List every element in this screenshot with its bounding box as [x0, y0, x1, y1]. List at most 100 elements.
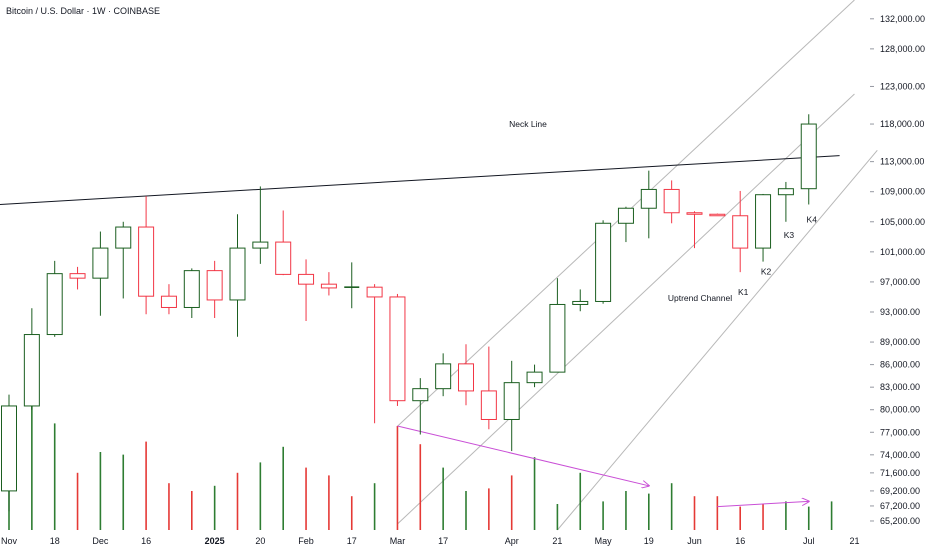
candle-body: [69, 273, 86, 279]
time-axis: Nov 18 Dec 16 2025 20 Feb 17 Mar 17 Apr 21 May 19 Jun 1…: [1, 536, 859, 546]
candle: [92, 231, 109, 316]
candle-body: [23, 334, 40, 407]
candle-body: [298, 273, 315, 285]
chart-title: Bitcoin / U.S. Dollar · 1W · COINBASE: [6, 6, 160, 16]
price-axis: 132,000.00 128,000.00 123,000.00 118,000.00…: [870, 14, 925, 526]
x-tick-label: Feb: [298, 536, 314, 546]
candle-body: [640, 188, 657, 209]
k-label: K3: [784, 230, 795, 240]
candle-body: [138, 226, 155, 297]
candle: [435, 353, 452, 397]
candle: [275, 210, 292, 276]
y-tick-label: 132,000.00: [880, 14, 925, 24]
candle-body: [458, 363, 474, 392]
annotations: Neck Line Uptrend Channel K1 K2 K3 K4: [509, 119, 817, 303]
neckline: [0, 155, 840, 205]
candle-body: [617, 207, 634, 224]
y-tick-label: 74,000.00: [880, 450, 920, 460]
x-tick-label: Jul: [803, 536, 815, 546]
x-tick-label: Apr: [505, 536, 519, 546]
x-tick-label: 18: [50, 536, 60, 546]
candle-body: [526, 371, 543, 384]
candle-body: [732, 215, 749, 249]
candle-body: [800, 123, 817, 190]
x-tick-label: Dec: [92, 536, 109, 546]
candle: [183, 268, 200, 318]
candle: [69, 266, 86, 290]
candle-body: [366, 286, 383, 298]
candle: [709, 213, 726, 217]
candle-body: [572, 300, 589, 305]
candle-body: [595, 222, 612, 302]
volume-bars: [8, 397, 833, 530]
candle-body: [480, 390, 497, 420]
volume-trend-lines: [397, 425, 808, 508]
candle: [160, 284, 177, 315]
x-tick-label: Mar: [390, 536, 406, 546]
candle: [595, 220, 612, 304]
x-tick-label: Nov: [1, 536, 18, 546]
k-label: K2: [761, 267, 772, 277]
volume-trend-line-1: [397, 425, 648, 486]
candle-body: [686, 212, 703, 215]
x-tick-label: 16: [735, 536, 745, 546]
y-tick-label: 128,000.00: [880, 44, 925, 54]
candle-body: [549, 303, 566, 373]
candle-body: [206, 270, 223, 301]
x-tick-label: May: [595, 536, 613, 546]
candle: [206, 260, 223, 318]
x-tick-label: 21: [849, 536, 859, 546]
candle-body: [412, 388, 429, 402]
candle: [23, 308, 40, 410]
y-tick-label: 71,600.00: [880, 468, 920, 478]
candle-body: [777, 188, 794, 196]
candle: [755, 193, 772, 262]
y-tick-label: 69,200.00: [880, 486, 920, 496]
y-tick-label: 101,000.00: [880, 247, 925, 257]
candle: [1, 394, 17, 512]
y-tick-label: 86,000.00: [880, 360, 920, 370]
candle: [617, 206, 634, 243]
candle: [549, 278, 566, 373]
candle: [572, 289, 589, 312]
candle-body: [229, 247, 246, 301]
candle-body: [503, 382, 520, 420]
y-tick-label: 109,000.00: [880, 187, 925, 197]
candle: [640, 170, 657, 239]
candle: [366, 284, 383, 424]
candle: [229, 214, 246, 337]
y-tick-label: 105,000.00: [880, 217, 925, 227]
x-tick-label: 16: [141, 536, 151, 546]
candle: [389, 293, 406, 406]
candle: [298, 259, 315, 322]
candle-body: [389, 296, 406, 402]
neckline-label: Neck Line: [509, 119, 547, 129]
candle: [138, 196, 155, 315]
candle-body: [252, 241, 269, 249]
y-tick-label: 83,000.00: [880, 382, 920, 392]
candle: [344, 262, 360, 309]
candle-body: [183, 270, 200, 308]
candle: [412, 378, 429, 435]
k-label: K1: [738, 287, 749, 297]
candle-body: [320, 283, 337, 289]
y-tick-label: 89,000.00: [880, 337, 920, 347]
x-tick-label: 21: [552, 536, 562, 546]
candle-body: [435, 363, 452, 390]
candle: [777, 181, 794, 222]
y-tick-label: 97,000.00: [880, 277, 920, 287]
y-tick-label: 77,000.00: [880, 427, 920, 437]
candle-body: [46, 273, 63, 336]
channel-label: Uptrend Channel: [668, 293, 732, 303]
y-tick-label: 93,000.00: [880, 307, 920, 317]
candle: [480, 346, 497, 430]
k-label: K4: [807, 214, 818, 224]
y-tick-label: 65,200.00: [880, 516, 920, 526]
y-tick-label: 80,000.00: [880, 405, 920, 415]
candle-body: [275, 241, 292, 275]
x-tick-label: 20: [255, 536, 265, 546]
candle-body: [709, 213, 726, 217]
y-tick-label: 67,200.00: [880, 501, 920, 511]
candle-body: [92, 247, 109, 279]
candle: [458, 344, 474, 406]
